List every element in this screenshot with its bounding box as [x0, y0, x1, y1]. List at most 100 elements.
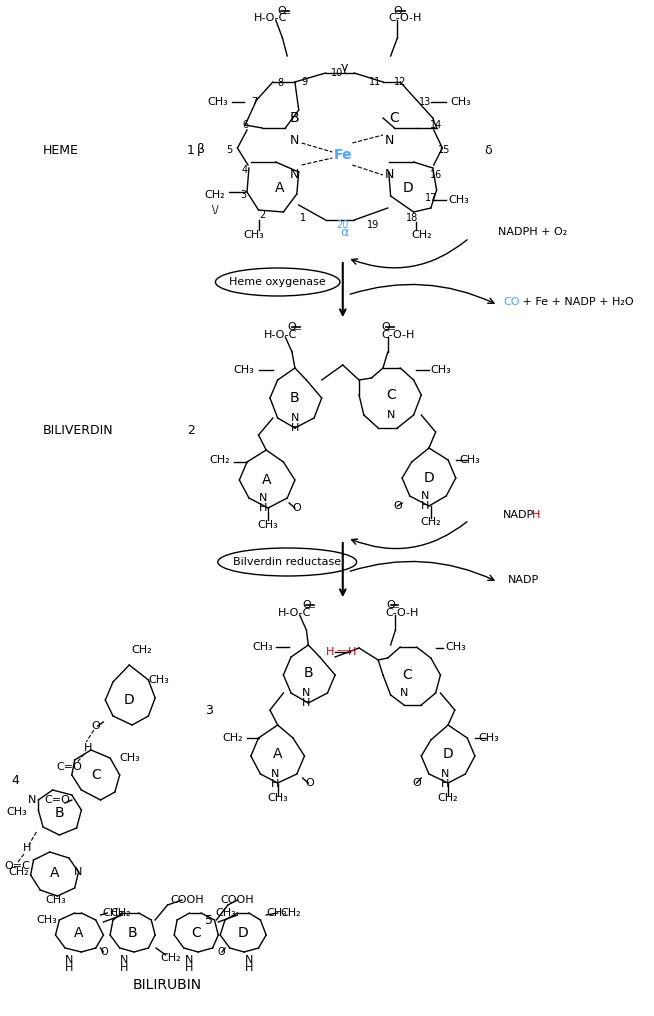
Text: H: H — [184, 963, 193, 973]
Text: 18: 18 — [405, 213, 418, 223]
Text: 14: 14 — [430, 120, 441, 130]
Text: 17: 17 — [424, 193, 437, 203]
Text: 6: 6 — [242, 120, 248, 130]
Text: H-O-C: H-O-C — [254, 13, 287, 23]
Text: CH₃: CH₃ — [479, 733, 500, 743]
Text: N: N — [184, 955, 193, 965]
Text: N: N — [290, 133, 300, 146]
Text: 16: 16 — [430, 170, 441, 180]
Text: C-O-H: C-O-H — [388, 13, 422, 23]
Text: CH₃: CH₃ — [431, 365, 452, 375]
Text: O: O — [292, 503, 301, 513]
Text: 10: 10 — [331, 68, 343, 78]
Text: BILIRUBIN: BILIRUBIN — [133, 978, 202, 992]
Text: C-O-H: C-O-H — [381, 330, 415, 340]
Text: H: H — [84, 743, 92, 753]
Text: CH₃: CH₃ — [215, 908, 236, 918]
Text: D: D — [443, 747, 453, 761]
Text: N: N — [120, 955, 129, 965]
Text: N: N — [291, 412, 299, 423]
Text: CH₃: CH₃ — [266, 908, 287, 918]
Text: γ: γ — [341, 62, 349, 74]
Text: CH₂: CH₂ — [438, 793, 458, 803]
Text: 4: 4 — [12, 773, 20, 786]
Text: N: N — [385, 169, 394, 182]
Text: Bilverdin reductase: Bilverdin reductase — [233, 557, 341, 567]
Text: A: A — [262, 473, 271, 487]
Text: CH₂: CH₂ — [281, 908, 301, 918]
Text: CH₃: CH₃ — [252, 642, 273, 652]
Text: H: H — [421, 501, 429, 511]
Text: A: A — [50, 866, 60, 880]
Text: NADPH + O₂: NADPH + O₂ — [498, 227, 567, 237]
Text: H: H — [441, 779, 449, 789]
Text: O: O — [412, 778, 421, 788]
Text: 1: 1 — [300, 213, 305, 223]
Text: N: N — [65, 955, 73, 965]
Text: O: O — [302, 600, 311, 610]
Text: C: C — [390, 111, 400, 125]
Text: H: H — [271, 779, 279, 789]
Text: CH₃: CH₃ — [258, 520, 279, 530]
Text: C: C — [386, 388, 396, 402]
Text: N: N — [245, 955, 253, 965]
Text: N: N — [289, 169, 299, 182]
Text: B: B — [290, 111, 300, 125]
Text: C: C — [192, 926, 201, 940]
Text: 11: 11 — [370, 77, 381, 87]
Text: 15: 15 — [438, 145, 451, 155]
Text: O=C: O=C — [5, 861, 30, 871]
Text: O: O — [387, 600, 395, 610]
Text: H-O-C: H-O-C — [264, 330, 298, 340]
Text: CH₃: CH₃ — [445, 642, 466, 652]
Text: α: α — [341, 226, 349, 239]
Text: CH₃: CH₃ — [37, 915, 58, 925]
Text: 2: 2 — [186, 424, 195, 437]
Text: CH₃: CH₃ — [267, 793, 288, 803]
Text: BILIVERDIN: BILIVERDIN — [43, 424, 114, 437]
Text: 19: 19 — [368, 220, 379, 230]
Text: H: H — [291, 423, 299, 433]
Text: 2: 2 — [259, 210, 266, 220]
Text: C-O-H: C-O-H — [386, 608, 419, 618]
Text: 9: 9 — [301, 77, 307, 87]
Text: D: D — [402, 181, 413, 195]
Text: 20: 20 — [337, 220, 349, 230]
Text: δ: δ — [485, 143, 492, 156]
Text: CH₃: CH₃ — [448, 195, 469, 205]
Text: 3: 3 — [240, 190, 247, 200]
Text: H: H — [65, 963, 73, 973]
Text: HEME: HEME — [43, 143, 79, 156]
Text: B: B — [54, 806, 64, 820]
Text: CH₃: CH₃ — [6, 807, 27, 817]
Text: CH₂: CH₂ — [421, 517, 441, 527]
Text: N: N — [271, 769, 279, 779]
Text: N: N — [302, 688, 311, 698]
Text: CH₃: CH₃ — [233, 365, 254, 375]
Text: O: O — [393, 6, 402, 16]
Text: C=O: C=O — [56, 762, 82, 772]
Text: C: C — [402, 668, 412, 682]
Text: H: H — [326, 647, 334, 657]
Text: 7: 7 — [252, 97, 258, 107]
Text: N: N — [387, 410, 395, 420]
Text: O: O — [277, 6, 286, 16]
Text: C=O: C=O — [44, 795, 71, 805]
Text: CH₂: CH₂ — [222, 733, 243, 743]
Text: 12: 12 — [394, 77, 406, 87]
Text: CH₃: CH₃ — [148, 675, 169, 685]
Text: COOH: COOH — [170, 895, 203, 905]
Text: H: H — [120, 963, 129, 973]
Text: H: H — [532, 510, 540, 520]
Text: CH₃: CH₃ — [120, 753, 141, 763]
Text: Heme oxygenase: Heme oxygenase — [230, 277, 326, 287]
Text: A: A — [74, 926, 83, 940]
Text: 5: 5 — [227, 145, 233, 155]
Text: N: N — [441, 769, 449, 779]
Text: N: N — [27, 795, 36, 805]
Text: CH₂: CH₂ — [110, 908, 131, 918]
Text: O: O — [101, 947, 108, 957]
Text: H-O-C: H-O-C — [278, 608, 311, 618]
Text: O: O — [92, 721, 100, 731]
Text: Fe: Fe — [334, 148, 352, 162]
